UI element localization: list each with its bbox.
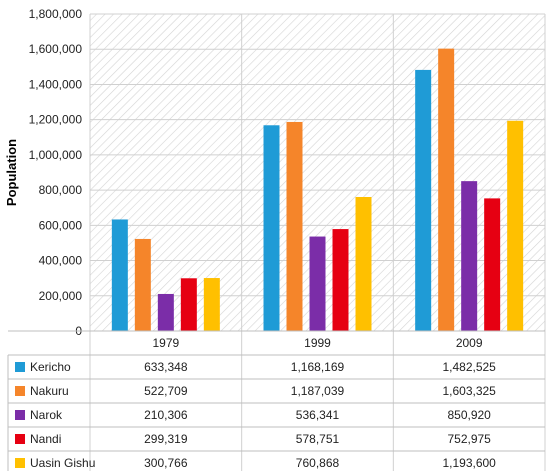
y-tick-label: 1,600,000 [29, 42, 83, 56]
data-label-uasin-gishu-1979: 300,766 [144, 456, 188, 470]
bar-nandi-1979 [180, 278, 197, 331]
bar-nandi-1999 [332, 229, 349, 331]
bar-nakuru-1979 [134, 238, 151, 331]
data-label-narok-1999: 536,341 [296, 408, 340, 422]
data-label-nandi-1999: 578,751 [296, 432, 340, 446]
data-label-uasin-gishu-1999: 760,868 [296, 456, 340, 470]
y-tick-label: 400,000 [39, 254, 83, 268]
legend-swatch-kericho [15, 362, 25, 372]
x-tick-label: 1999 [304, 336, 331, 350]
y-tick-label: 1,000,000 [29, 148, 83, 162]
data-label-kericho-1999: 1,168,169 [291, 360, 345, 374]
x-tick-label: 2009 [456, 336, 483, 350]
data-label-nandi-1979: 299,319 [144, 432, 188, 446]
data-label-nakuru-1999: 1,187,039 [291, 384, 345, 398]
y-tick-label: 1,400,000 [29, 77, 83, 91]
y-tick-label: 600,000 [39, 218, 83, 232]
data-label-nakuru-1979: 522,709 [144, 384, 188, 398]
data-label-nandi-2009: 752,975 [447, 432, 491, 446]
legend-label-nakuru: Nakuru [30, 384, 69, 398]
bar-narok-1999 [309, 236, 326, 331]
bar-uasin-gishu-1999 [355, 197, 372, 331]
bar-uasin-gishu-2009 [507, 120, 524, 331]
bar-nakuru-1999 [286, 121, 303, 331]
bar-narok-2009 [461, 181, 478, 331]
legend-label-narok: Narok [30, 408, 63, 422]
data-label-nakuru-2009: 1,603,325 [442, 384, 496, 398]
legend-swatch-nakuru [15, 386, 25, 396]
data-label-kericho-2009: 1,482,525 [442, 360, 496, 374]
y-axis-title: Population [4, 139, 19, 206]
legend-swatch-narok [15, 410, 25, 420]
data-label-kericho-1979: 633,348 [144, 360, 188, 374]
legend-swatch-nandi [15, 434, 25, 444]
data-label-narok-1979: 210,306 [144, 408, 188, 422]
bar-uasin-gishu-1979 [203, 278, 220, 331]
y-tick-label: 800,000 [39, 183, 83, 197]
bar-narok-1979 [157, 293, 174, 331]
x-tick-label: 1979 [152, 336, 179, 350]
bar-kericho-1999 [263, 125, 280, 331]
data-label-uasin-gishu-2009: 1,193,600 [442, 456, 496, 470]
y-tick-label: 200,000 [39, 289, 83, 303]
y-tick-label: 1,800,000 [29, 7, 83, 21]
legend-label-nandi: Nandi [30, 432, 61, 446]
bar-kericho-2009 [415, 69, 432, 331]
bar-kericho-1979 [111, 219, 128, 331]
legend-label-kericho: Kericho [30, 360, 71, 374]
legend-swatch-uasin-gishu [15, 458, 25, 468]
data-label-narok-2009: 850,920 [447, 408, 491, 422]
y-tick-label: 1,200,000 [29, 113, 83, 127]
bar-nandi-2009 [484, 198, 501, 331]
bar-nakuru-2009 [438, 48, 455, 331]
legend-label-uasin-gishu: Uasin Gishu [30, 456, 95, 470]
